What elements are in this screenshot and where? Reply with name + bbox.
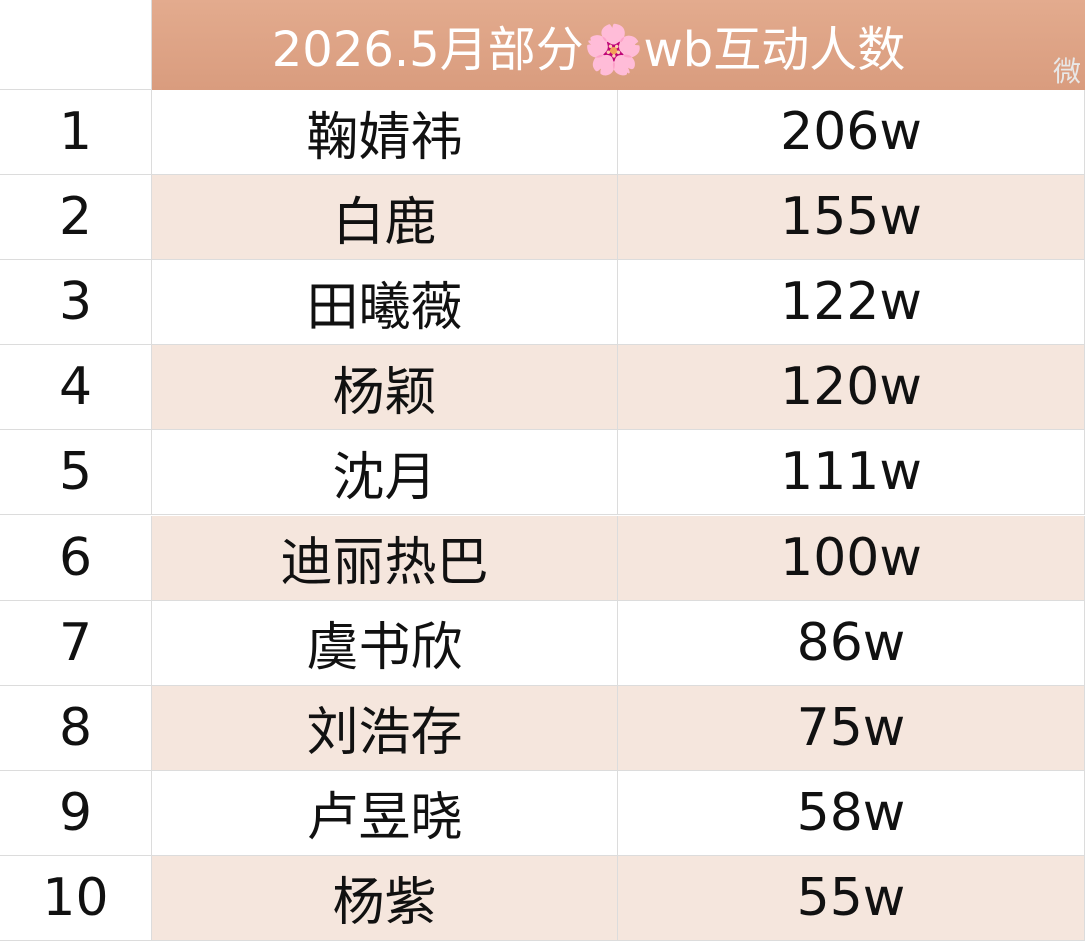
value-cell: 155w xyxy=(618,175,1085,261)
rank-cell: 9 xyxy=(0,770,152,856)
value-cell: 86w xyxy=(618,600,1085,686)
value-cell: 55w xyxy=(618,855,1085,941)
name-cell: 杨紫 xyxy=(152,855,618,941)
value-cell: 120w xyxy=(618,345,1085,431)
value-cell: 58w xyxy=(618,770,1085,856)
rank-cell: 6 xyxy=(0,515,152,601)
name-cell: 刘浩存 xyxy=(152,685,618,771)
name-cell: 杨颖 xyxy=(152,345,618,431)
header-title: 2026.5月部分🌸wb互动人数 xyxy=(152,0,1085,90)
value-cell: 75w xyxy=(618,685,1085,771)
rank-cell: 10 xyxy=(0,855,152,941)
value-cell: 122w xyxy=(618,260,1085,346)
name-cell: 沈月 xyxy=(152,430,618,516)
name-cell: 迪丽热巴 xyxy=(152,515,618,601)
value-cell: 111w xyxy=(618,430,1085,516)
name-cell: 鞠婧祎 xyxy=(152,90,618,176)
rank-cell: 3 xyxy=(0,260,152,346)
rank-cell: 8 xyxy=(0,685,152,771)
name-cell: 田曦薇 xyxy=(152,260,618,346)
name-cell: 虞书欣 xyxy=(152,600,618,686)
name-cell: 卢昱晓 xyxy=(152,770,618,856)
rank-cell: 7 xyxy=(0,600,152,686)
value-cell: 206w xyxy=(618,90,1085,176)
watermark: 微 xyxy=(1052,55,1081,88)
corner-cell xyxy=(0,0,152,90)
value-cell: 100w xyxy=(618,515,1085,601)
rank-cell: 4 xyxy=(0,345,152,431)
rank-cell: 1 xyxy=(0,90,152,176)
name-cell: 白鹿 xyxy=(152,175,618,261)
rank-cell: 5 xyxy=(0,430,152,516)
rank-cell: 2 xyxy=(0,175,152,261)
